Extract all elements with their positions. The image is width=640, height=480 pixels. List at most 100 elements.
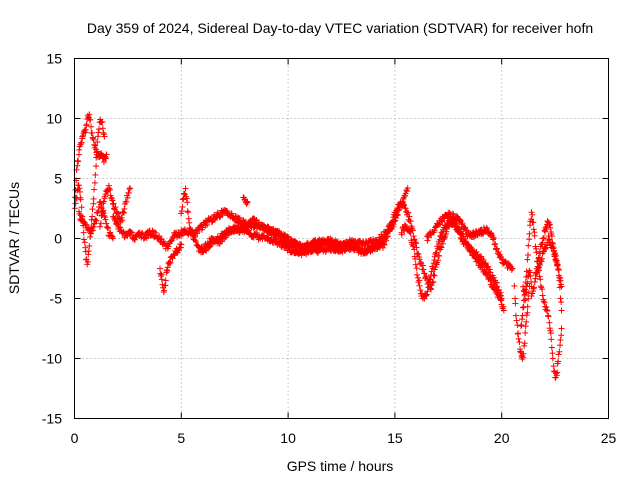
y-axis-label: SDTVAR / TECUs (6, 182, 22, 294)
chart-title: Day 359 of 2024, Sidereal Day-to-day VTE… (87, 20, 593, 36)
data-point (78, 215, 85, 222)
data-point (204, 221, 211, 228)
y-tick-label: -15 (42, 411, 62, 427)
data-point (430, 265, 437, 272)
data-point (521, 340, 528, 347)
data-point (428, 268, 435, 275)
data-point (512, 312, 519, 319)
data-point (519, 354, 526, 361)
data-point (85, 258, 92, 265)
data-point (126, 185, 133, 192)
data-point (115, 210, 122, 217)
data-point (521, 342, 528, 349)
y-tick-label: 10 (46, 111, 62, 127)
data-point (515, 330, 522, 337)
data-point (187, 226, 194, 233)
data-point (244, 226, 251, 233)
data-point (434, 245, 441, 252)
data-point (524, 280, 531, 287)
x-tick-label: 0 (71, 430, 79, 446)
data-point (509, 265, 516, 272)
data-point (439, 231, 446, 238)
data-point (76, 185, 83, 192)
data-point (95, 129, 102, 136)
data-point (557, 336, 564, 343)
data-point (179, 196, 186, 203)
data-point (96, 126, 103, 133)
data-point (557, 342, 564, 349)
data-point (525, 242, 532, 249)
data-point (530, 219, 537, 226)
data-point (517, 348, 524, 355)
data-point (518, 321, 525, 328)
data-point (75, 182, 82, 189)
data-point (114, 220, 121, 227)
data-point (306, 245, 313, 252)
data-point (423, 291, 430, 298)
data-point (194, 230, 201, 237)
data-point (166, 258, 173, 265)
data-point (558, 332, 565, 339)
data-point (431, 272, 438, 279)
data-point (158, 276, 165, 283)
data-point (556, 284, 563, 291)
data-point (430, 260, 437, 267)
data-point (520, 283, 527, 290)
data-point (545, 312, 552, 319)
data-point (423, 292, 430, 299)
data-point (94, 148, 101, 155)
data-point (79, 132, 86, 139)
data-point (127, 228, 134, 235)
y-tick-label: 0 (54, 231, 62, 247)
data-point (83, 256, 90, 263)
data-point (102, 216, 109, 223)
data-point (98, 212, 105, 219)
data-point (522, 329, 529, 336)
data-point (554, 369, 561, 376)
data-point (546, 222, 553, 229)
data-point (101, 133, 108, 140)
data-point (459, 220, 466, 227)
x-tick-label: 5 (177, 430, 185, 446)
data-point (553, 257, 560, 264)
data-point (548, 233, 555, 240)
data-point (492, 240, 499, 247)
data-point (109, 201, 116, 208)
data-point (401, 202, 408, 209)
data-point (530, 226, 537, 233)
x-tick-label: 25 (601, 430, 617, 446)
data-point (218, 234, 225, 241)
data-point (508, 266, 515, 273)
data-point (491, 241, 498, 248)
data-point (424, 288, 431, 295)
data-point (270, 227, 277, 234)
data-point (416, 282, 423, 289)
data-point (379, 244, 386, 251)
data-point (512, 300, 519, 307)
data-point (98, 151, 105, 158)
data-point (525, 295, 532, 302)
data-point (92, 216, 99, 223)
data-point (436, 236, 443, 243)
axis-ticks: 0 5 10 15 20 25 -15 -10 -5 0 5 10 15 (42, 51, 617, 447)
data-point (140, 235, 147, 242)
data-point (558, 325, 565, 332)
data-point (406, 228, 413, 235)
data-point (523, 318, 530, 325)
data-point (404, 185, 411, 192)
data-point (519, 304, 526, 311)
data-point (495, 291, 502, 298)
data-point (553, 372, 560, 379)
data-point (520, 297, 527, 304)
data-point (87, 233, 94, 240)
data-point (124, 194, 131, 201)
data-point (403, 188, 410, 195)
data-point (103, 151, 110, 158)
data-point (184, 199, 191, 206)
data-point (558, 307, 565, 314)
data-point (420, 266, 427, 273)
data-point (524, 309, 531, 316)
data-point (99, 125, 106, 132)
data-point (555, 266, 562, 273)
data-point (104, 224, 111, 231)
